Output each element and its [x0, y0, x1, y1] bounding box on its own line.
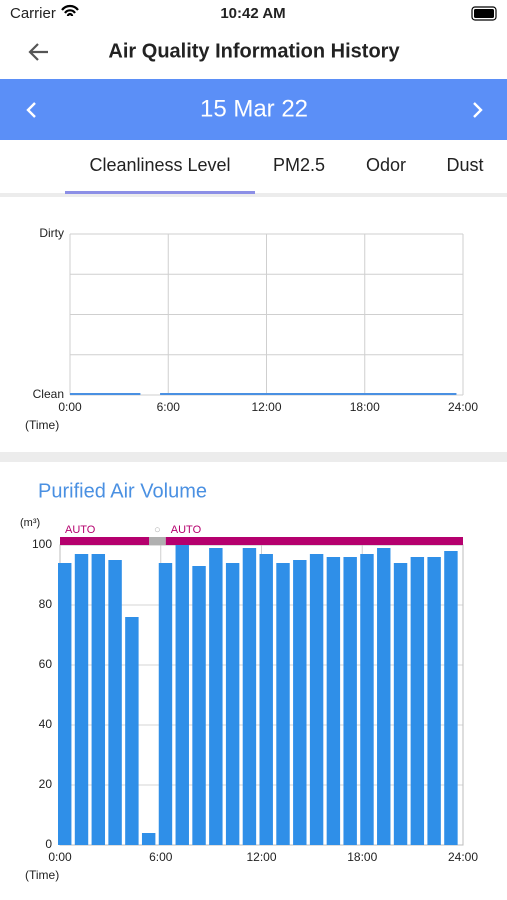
date-bar	[0, 79, 507, 140]
y-tick-label: Clean	[33, 387, 64, 401]
mode-band	[60, 537, 149, 545]
date: 15 Mar 22	[200, 95, 308, 122]
bar	[74, 554, 89, 845]
tab[interactable]: PM2.5	[273, 155, 325, 175]
bar	[360, 554, 374, 845]
x-tick-label: 0:00	[48, 850, 72, 864]
y-tick-label: 60	[39, 657, 53, 671]
bar	[444, 551, 458, 845]
x-tick-label: 12:00	[251, 400, 281, 414]
separator	[0, 452, 507, 462]
bar	[393, 563, 408, 845]
x-tick-label: 12:00	[246, 850, 276, 864]
tab[interactable]: Odor	[366, 155, 406, 175]
bar	[58, 563, 72, 845]
x-tick-label: 6:00	[149, 850, 173, 864]
battery-level	[474, 9, 494, 18]
x-tick-label: 24:00	[448, 850, 478, 864]
y-tick-label: 100	[32, 537, 52, 551]
mode-label: ○	[154, 524, 161, 536]
mode-band	[165, 537, 463, 545]
bar	[225, 563, 240, 845]
tab[interactable]: Cleanliness Level	[89, 155, 230, 175]
bar	[125, 617, 139, 845]
y-tick-label: Dirty	[39, 226, 64, 240]
bar	[309, 554, 324, 845]
battery	[471, 6, 497, 21]
tab[interactable]: Dust	[446, 155, 483, 175]
tab-indicator	[65, 191, 255, 194]
bar	[175, 545, 189, 845]
back-button[interactable]	[28, 43, 48, 61]
x-tick-label: 6:00	[157, 400, 181, 414]
y-tick-label: 20	[39, 777, 53, 791]
x-tick-label: 24:00	[448, 400, 478, 414]
x-tick-label: 18:00	[350, 400, 380, 414]
x-axis-label: (Time)	[25, 418, 59, 432]
section-title: Purified Air Volume	[38, 480, 207, 502]
y-tick-label: 40	[39, 717, 53, 731]
bar	[209, 548, 223, 845]
bar	[192, 566, 206, 845]
bar	[242, 548, 257, 845]
mode-band	[148, 537, 166, 545]
y-axis-unit: (m³)	[20, 517, 40, 529]
carrier: Carrier	[10, 5, 56, 22]
x-tick-label: 0:00	[58, 400, 82, 414]
bar	[91, 554, 106, 845]
mode-label: AUTO	[65, 524, 96, 536]
next-date[interactable]	[473, 102, 483, 118]
bar	[326, 557, 341, 845]
x-tick-label: 18:00	[347, 850, 377, 864]
mode-label: AUTO	[171, 524, 202, 536]
prev-date[interactable]	[26, 102, 36, 118]
y-tick-label: 80	[39, 597, 53, 611]
y-tick-label: 0	[45, 837, 52, 851]
bar	[343, 557, 357, 845]
bar	[410, 557, 425, 845]
page-title: Air Quality Information History	[108, 40, 400, 62]
bar	[259, 554, 273, 845]
bar	[276, 563, 290, 845]
bar	[377, 548, 391, 845]
bar	[108, 560, 122, 845]
clock: 10:42 AM	[220, 5, 285, 22]
bar	[293, 560, 307, 845]
bar	[141, 833, 156, 845]
separator	[0, 193, 507, 197]
bar	[427, 557, 441, 845]
wifi-icon	[61, 4, 79, 17]
bar	[158, 563, 173, 845]
x-axis-label: (Time)	[25, 868, 59, 882]
